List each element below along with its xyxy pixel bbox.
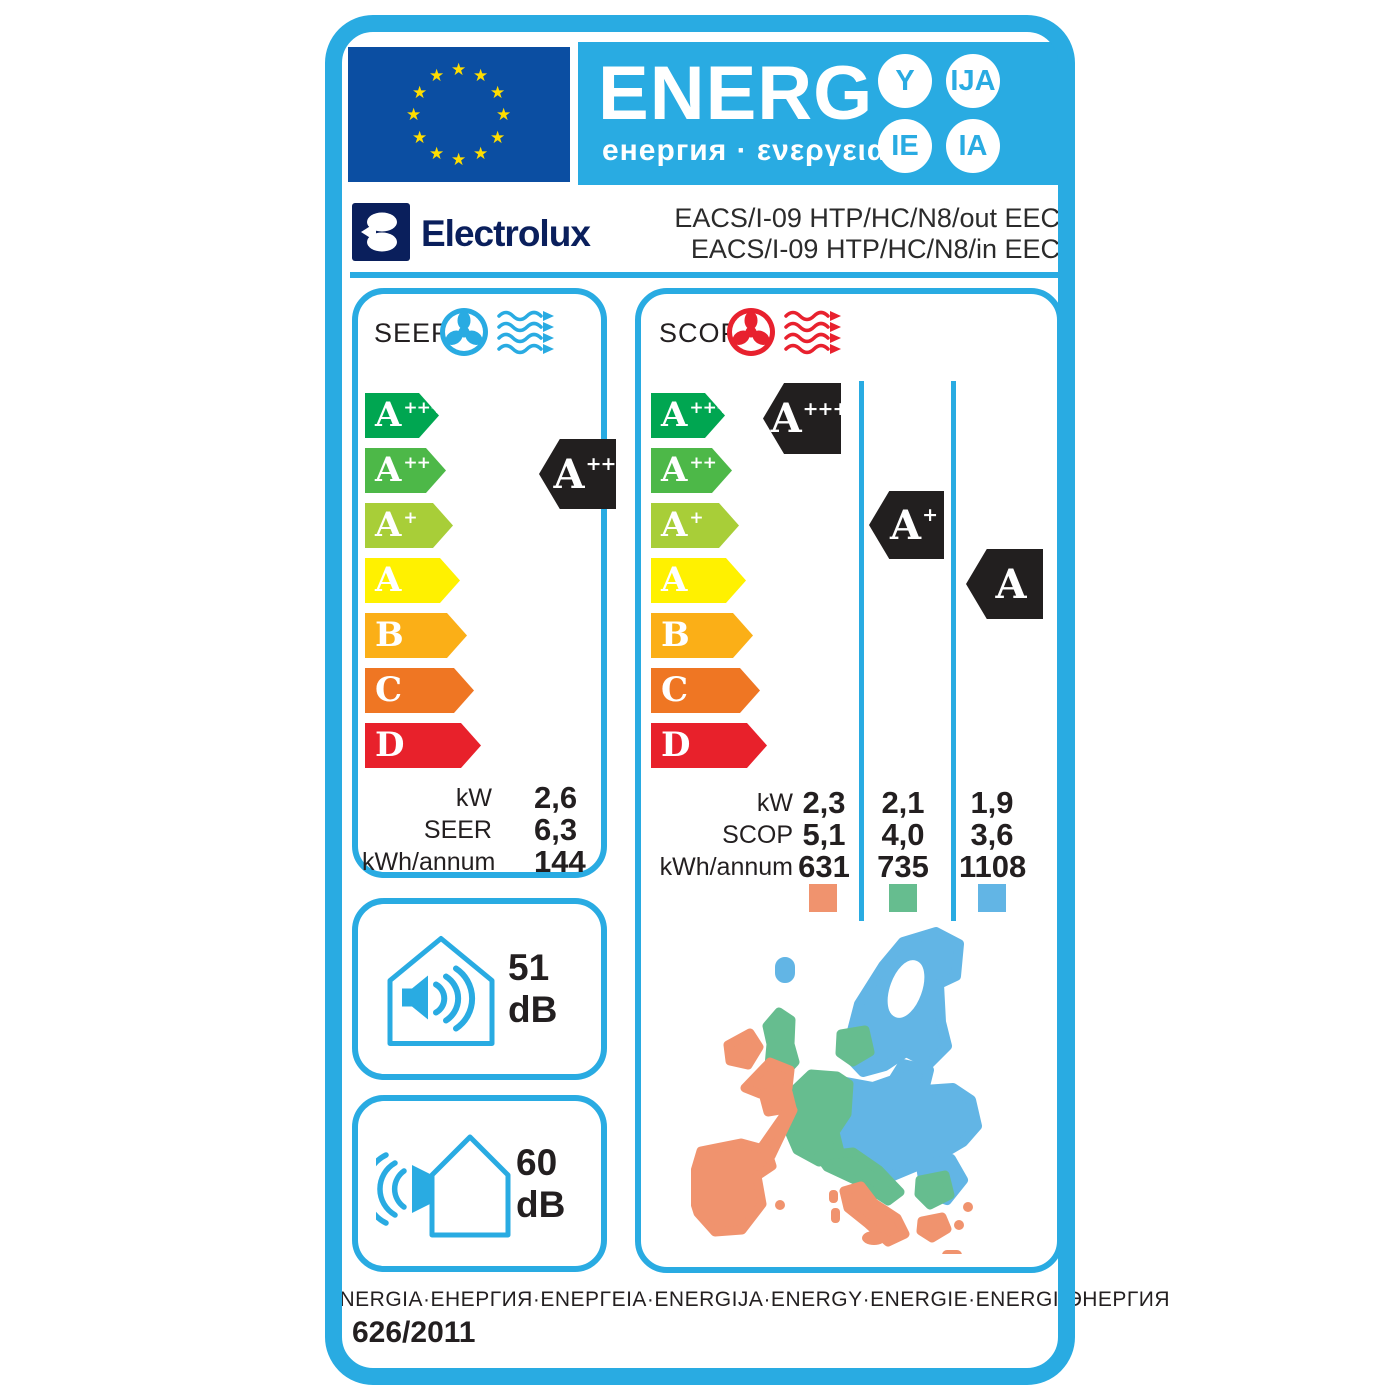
scale-arrow-a1: A + <box>365 503 453 548</box>
zone-average-values: 2,1 4,0 735 <box>877 785 929 884</box>
zone-colder-values: 1,9 3,6 1108 <box>959 785 1027 884</box>
heating-rating-average-cursor: A + <box>869 491 944 559</box>
heating-value-labels: kW SCOP kWh/annum <box>659 789 793 881</box>
cooling-fan-icon <box>440 308 488 356</box>
scale-arrow-c: C <box>651 668 760 713</box>
energ-suffix-ie: IE <box>878 119 932 173</box>
brand-name: Electrolux <box>421 213 591 254</box>
electrolux-logo-icon <box>352 203 410 261</box>
heating-rating-colder-cursor: A <box>966 549 1043 619</box>
zone-average-swatch <box>889 884 917 912</box>
energ-banner: ENERG енергия · ενεργεια Y IJA IE IA <box>578 42 1062 185</box>
warm-air-waves-icon <box>784 310 841 355</box>
seer-label: SEER <box>374 318 452 348</box>
scale-arrow-a: A <box>365 558 460 603</box>
scale-arrow-a2: A ++ <box>651 448 732 493</box>
scale-arrow-b: B <box>651 613 753 658</box>
scale-arrow-a1: A + <box>651 503 739 548</box>
zone-colder-swatch <box>978 884 1006 912</box>
cooling-rating-cursor: A ++ <box>539 439 616 509</box>
scale-arrow-a3: A +++ <box>365 393 439 438</box>
cooling-values: 2,6 6,3 144 <box>534 782 586 878</box>
heating-fan-icon <box>727 308 775 356</box>
outdoor-noise-icon <box>376 1134 511 1238</box>
cooling-panel: SEER <box>352 288 616 878</box>
eu-flag-icon: ★ ★ ★ ★ ★ ★ ★ ★ ★ ★ ★ ★ <box>348 47 570 182</box>
outdoor-noise-value: 60 dB <box>516 1141 566 1225</box>
energ-suffix-ija: IJA <box>946 54 1000 108</box>
cooling-seer-value: 6,3 <box>534 812 578 847</box>
scale-arrow-a3: A +++ <box>651 393 725 438</box>
energy-label: ★ ★ ★ ★ ★ ★ ★ ★ ★ ★ ★ ★ ENERG енергия · … <box>325 15 1171 1385</box>
scale-arrow-a2: A ++ <box>365 448 446 493</box>
cooling-value-labels: kW SEER kWh/annum <box>362 784 496 876</box>
scale-arrow-d: D <box>365 723 481 768</box>
energ-suffix-ia: IA <box>946 119 1000 173</box>
scale-arrow-d: D <box>651 723 767 768</box>
header-divider <box>350 272 1062 278</box>
zone-divider-1 <box>859 381 864 921</box>
heating-scale: A +++ A ++ A + A B C D <box>651 393 767 778</box>
regulation-number: 626/2011 <box>352 1316 476 1349</box>
scop-label: SCOP <box>659 318 740 348</box>
zone-warmer-swatch <box>809 884 837 912</box>
scale-arrow-b: B <box>365 613 467 658</box>
energ-subtitle: енергия · ενεργεια <box>602 134 887 167</box>
outdoor-noise-panel: 60 dB <box>352 1095 607 1272</box>
europe-climate-map <box>691 927 982 1254</box>
scale-arrow-c: C <box>365 668 474 713</box>
model-outdoor: EACS/I-09 HTP/HC/N8/out EEC <box>674 203 1060 233</box>
cooling-kwh-value: 144 <box>534 844 586 879</box>
model-indoor: EACS/I-09 HTP/HC/N8/in EEC <box>690 234 1060 264</box>
cool-air-waves-icon <box>497 310 554 355</box>
heating-panel: SCOP <box>635 288 1063 1273</box>
model-numbers: EACS/I-09 HTP/HC/N8/out EEC EACS/I-09 HT… <box>674 203 1060 265</box>
energy-words: ENERGIA·ЕНЕРГИЯ·ΕΝΕΡΓΕΙΑ·ENERGIJA·ENERGY… <box>325 1288 1171 1311</box>
zone-warmer-values: 2,3 5,1 631 <box>798 785 850 884</box>
energ-suffix-y: Y <box>878 54 932 108</box>
indoor-noise-value: 51 dB <box>508 947 558 1030</box>
zone-divider-2 <box>951 381 956 921</box>
cooling-scale: A +++ A ++ A + A B C D <box>365 393 481 778</box>
scale-arrow-a: A <box>651 558 746 603</box>
indoor-noise-panel: 51 dB <box>352 898 607 1080</box>
energ-title: ENERG <box>598 51 874 136</box>
heating-rating-warmer-cursor: A +++ <box>763 383 841 454</box>
cooling-kw-value: 2,6 <box>534 780 578 815</box>
indoor-noise-icon <box>387 936 495 1046</box>
